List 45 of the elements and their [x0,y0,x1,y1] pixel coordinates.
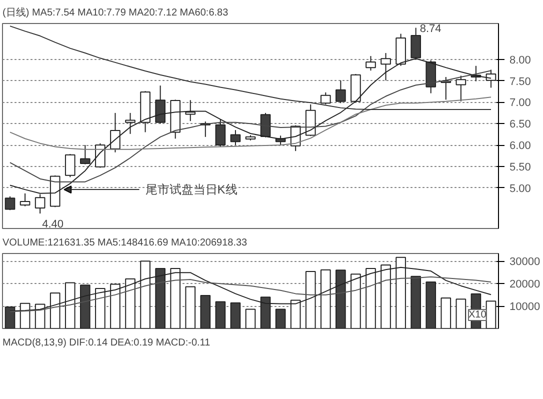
y-tick-label: 20000 [510,278,540,291]
candlestick [125,112,136,134]
candlestick [366,56,376,72]
bar [410,276,421,328]
annotation: 8.74 [420,22,442,35]
y-tick-label: 5.50 [510,161,531,174]
candlestick [215,118,226,148]
y-tick-label: 30000 [510,256,540,268]
y-tick-label: 5.00 [510,182,531,195]
candlestick [185,100,196,122]
line-series [10,26,492,110]
bar [440,297,452,328]
bar [200,294,211,328]
candlestick [336,80,346,104]
candlestick [320,92,331,105]
candlestick [260,112,271,138]
bar [245,308,256,328]
candlestick [155,85,166,124]
y-tick-label: 6.50 [510,118,531,131]
bar [185,286,196,328]
y-tick-label: 7.00 [510,97,531,110]
line-series [10,276,492,312]
line-series [10,96,492,150]
candlestick [64,154,76,178]
chart-title: VOLUME:121631.35 MA5:148416.69 MA10:206918.33 [2,238,248,248]
bar [230,302,241,328]
y-tick-label: 10000 [510,301,540,314]
y-tick-label: 8.00 [510,54,531,66]
annotation: 4.40 [42,218,64,231]
bar [275,308,286,328]
candlestick [4,196,16,211]
y-tick-label: 7.50 [510,76,531,88]
annotation: 尾市试盘当日K线 [145,182,238,197]
bar [456,298,466,328]
candlestick [95,142,106,168]
bar [426,282,436,328]
y-tick-label: 6.00 [510,140,531,152]
bar [215,301,226,328]
candlestick [110,112,120,153]
candlestick [230,130,241,146]
candlestick [456,75,466,102]
candlestick [80,144,90,165]
candlestick [20,192,30,207]
chart-title: (日线) MA5:7.54 MA10:7.79 MA20:7.12 MA60:6.83 [2,6,229,18]
text: MACD(8,13,9) DIF:0.14 DEA:0.19 MACD:-0.11 [2,338,211,348]
